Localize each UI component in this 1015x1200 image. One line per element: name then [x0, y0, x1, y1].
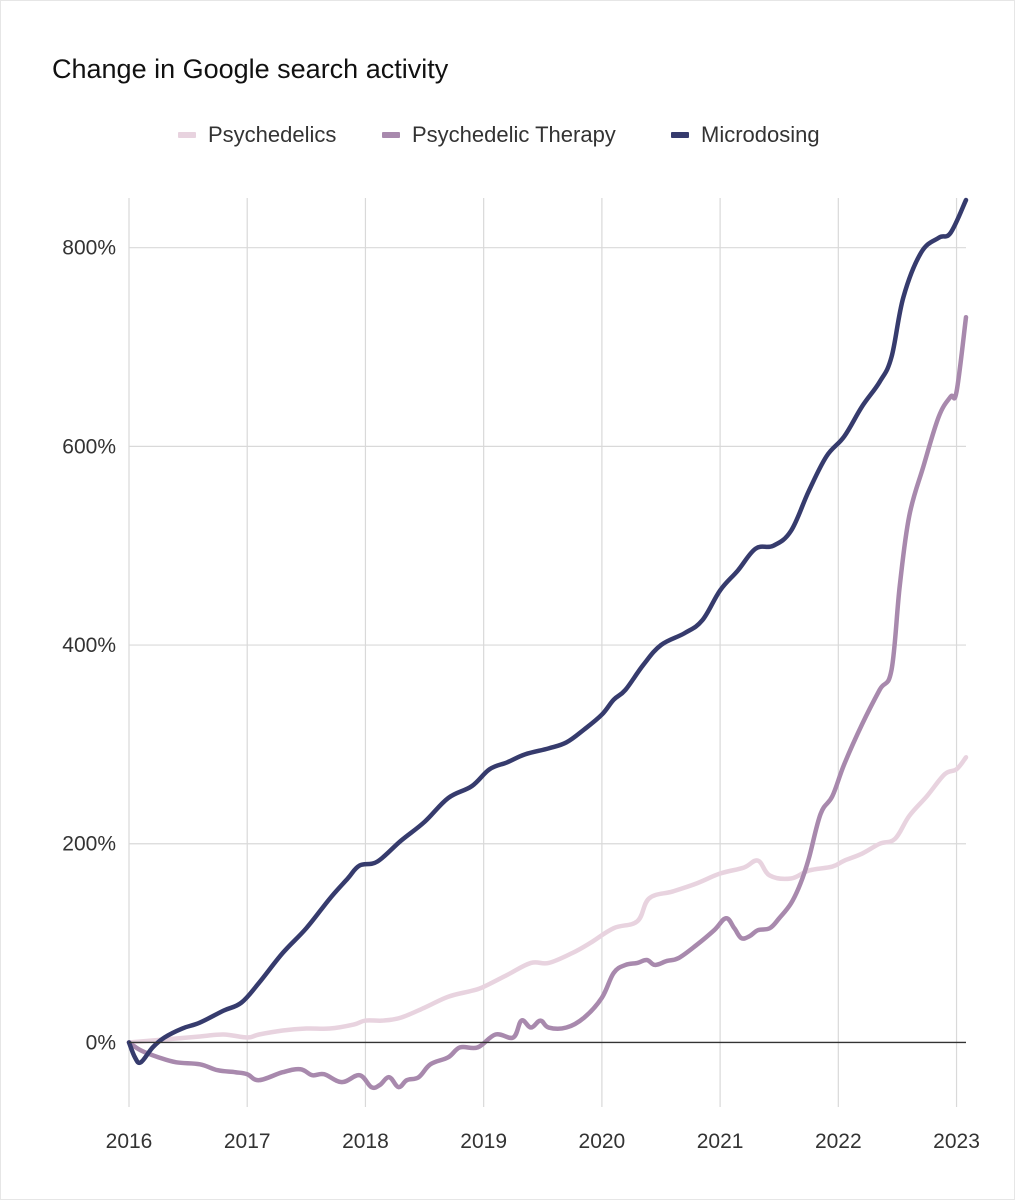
legend-label-psychedelic-therapy: Psychedelic Therapy — [412, 122, 616, 147]
x-tick-label-2023: 2023 — [933, 1130, 980, 1153]
legend-label-microdosing: Microdosing — [701, 122, 820, 147]
legend-swatch-psychedelic-therapy — [382, 132, 400, 138]
y-tick-label-0: 0% — [86, 1031, 116, 1054]
x-tick-label-2020: 2020 — [579, 1130, 626, 1153]
axis-layer: 2016 2017 2018 2019 2020 2021 2022 2023 0% 200% 40… — [62, 237, 980, 1153]
x-tick-label-2018: 2018 — [342, 1130, 389, 1153]
series-line-psychedelics — [126, 755, 969, 1045]
series-line-microdosing — [126, 197, 969, 1066]
legend-item-psychedelic-therapy: Psychedelic Therapy — [382, 120, 616, 150]
legend-label-psychedelics: Psychedelics — [208, 122, 337, 147]
y-tick-label-400: 400% — [62, 634, 116, 657]
series-line-psychedelic-therapy — [126, 314, 969, 1091]
y-tick-label-800: 800% — [62, 237, 116, 260]
y-tick-label-600: 600% — [62, 435, 116, 458]
chart-title: Change in Google search activity — [52, 54, 449, 84]
x-tick-label-2019: 2019 — [460, 1130, 507, 1153]
x-tick-label-2021: 2021 — [697, 1130, 744, 1153]
y-tick-label-200: 200% — [62, 833, 116, 856]
x-tick-label-2017: 2017 — [224, 1130, 271, 1153]
legend-swatch-psychedelics — [178, 132, 196, 138]
legend-swatch-microdosing — [671, 132, 689, 138]
grid-layer — [128, 198, 966, 1107]
series-layer — [126, 197, 969, 1091]
x-tick-label-2022: 2022 — [815, 1130, 862, 1153]
chart-legend: Psychedelics Psychedelic Therapy Microdo… — [0, 120, 1015, 150]
legend-item-microdosing: Microdosing — [671, 120, 820, 150]
x-tick-label-2016: 2016 — [106, 1130, 153, 1153]
legend-item-psychedelics: Psychedelics — [178, 120, 336, 150]
